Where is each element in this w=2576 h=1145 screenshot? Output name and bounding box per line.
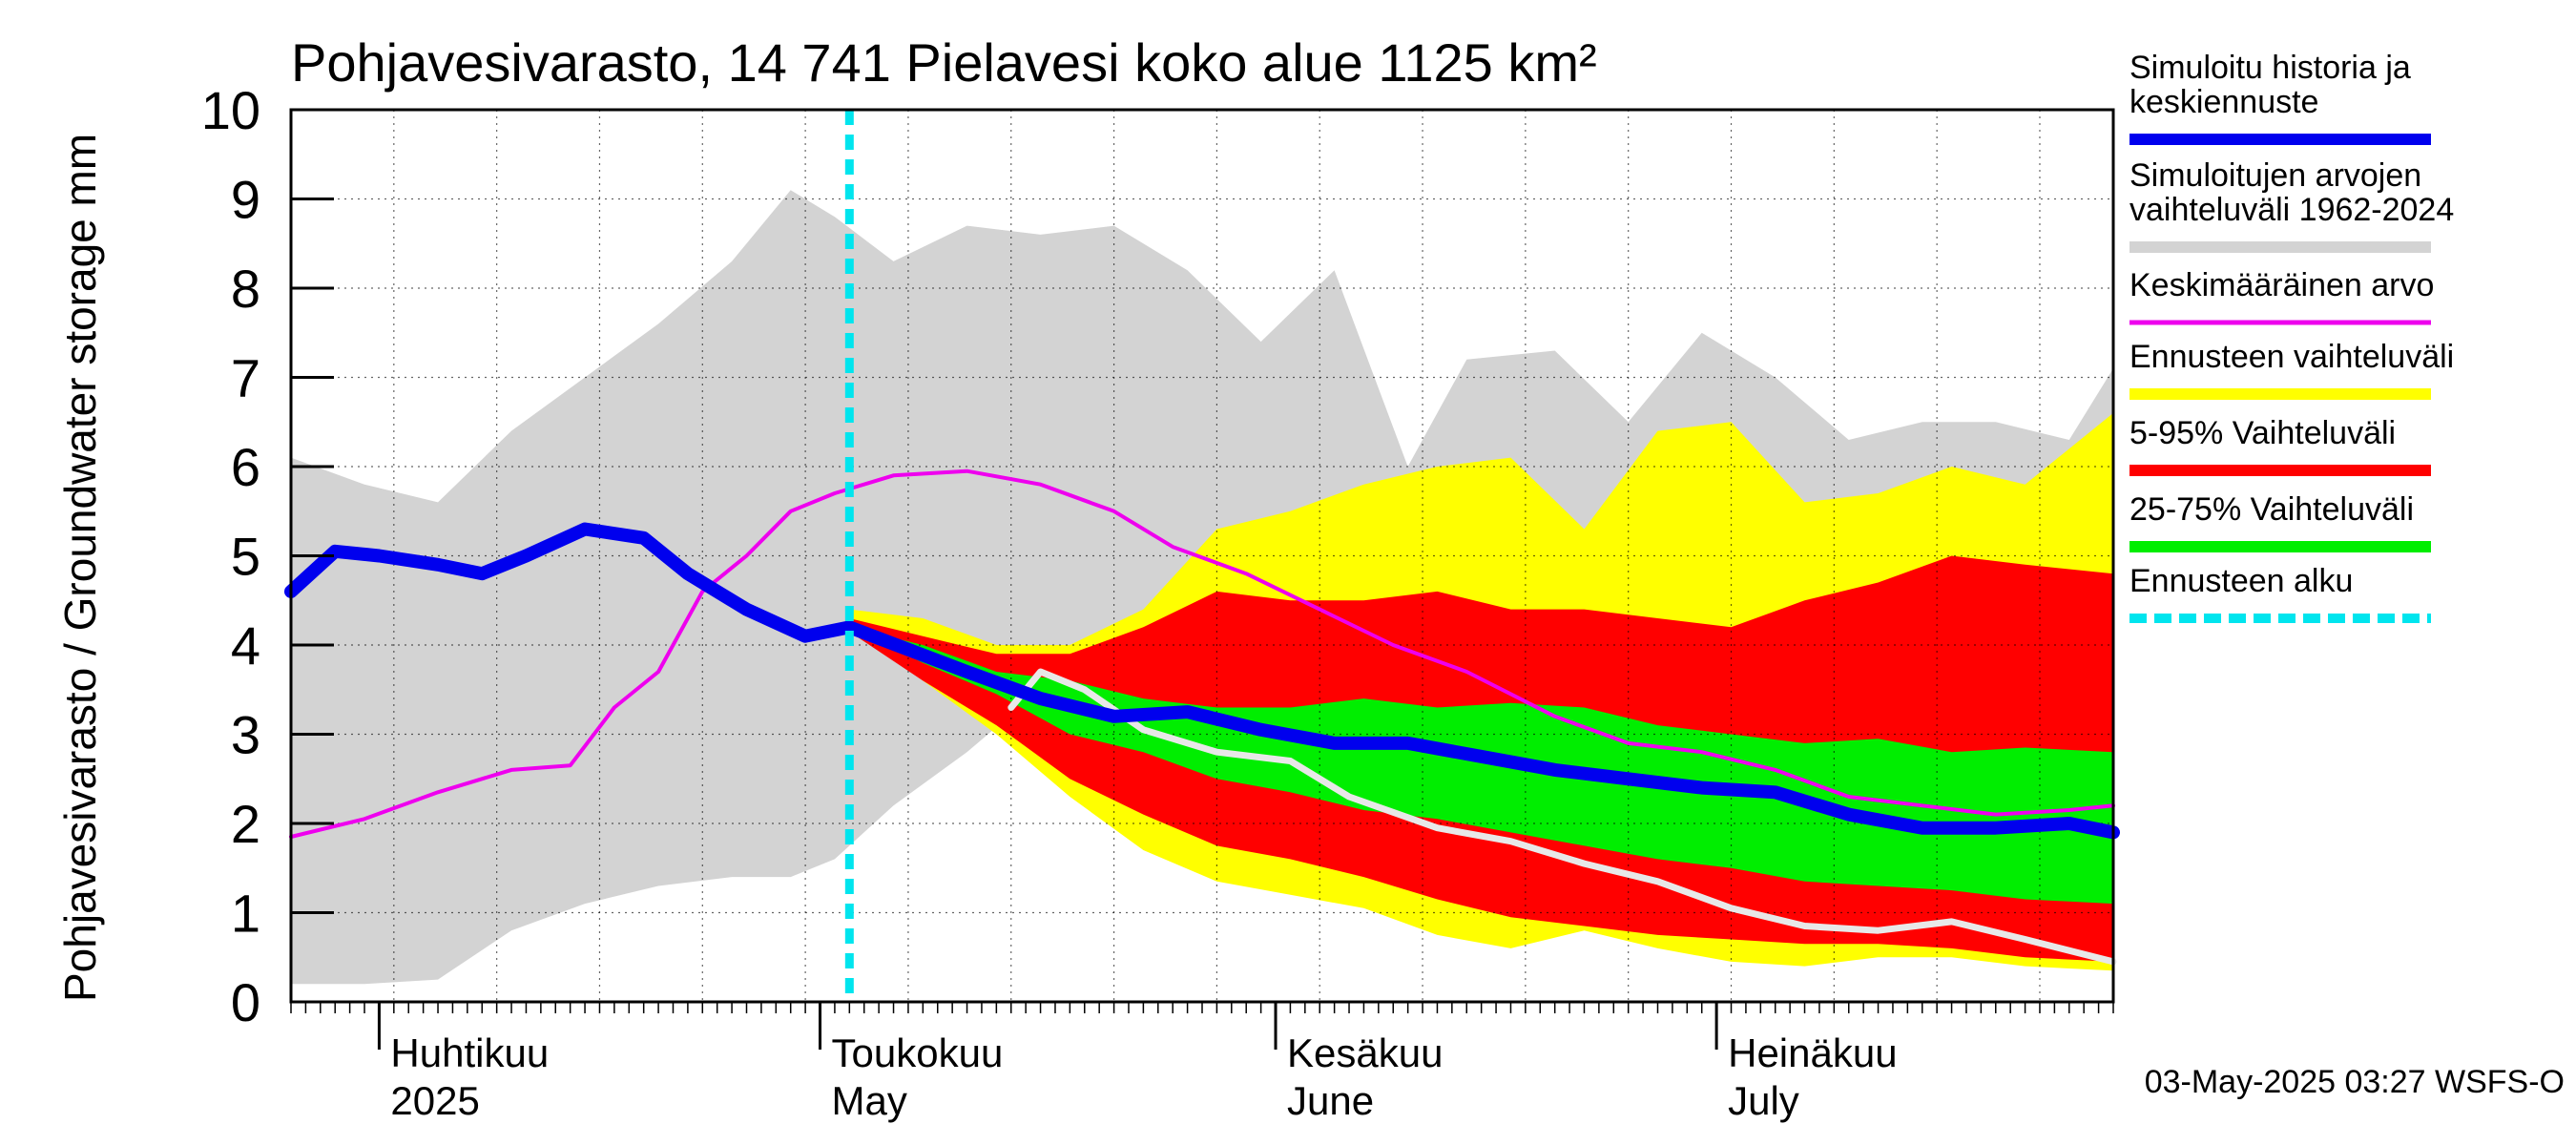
y-tick-label: 3 bbox=[231, 705, 260, 765]
month-label-line1: Heinäkuu bbox=[1728, 1030, 1897, 1075]
legend-label: Ennusteen vaihteluväli bbox=[2129, 339, 2454, 375]
mean-line bbox=[289, 468, 2115, 839]
y-tick-label: 6 bbox=[231, 437, 260, 497]
month-label-line2: July bbox=[1728, 1078, 1799, 1123]
y-tick-label: 4 bbox=[231, 615, 260, 676]
month-label-line1: Huhtikuu bbox=[390, 1030, 549, 1075]
plot-area bbox=[284, 108, 2120, 1004]
legend-label: 5-95% Vaihteluväli bbox=[2129, 415, 2396, 451]
y-tick-label: 1 bbox=[231, 884, 260, 944]
chart-title: Pohjavesivarasto, 14 741 Pielavesi koko … bbox=[291, 32, 1597, 93]
y-axis-label: Pohjavesivarasto / Groundwater storage m… bbox=[55, 134, 105, 1002]
y-tick-label: 8 bbox=[231, 259, 260, 319]
y-tick-label: 10 bbox=[201, 80, 260, 140]
footer-timestamp: 03-May-2025 03:27 WSFS-O bbox=[2145, 1064, 2565, 1100]
legend-label: vaihteluväli 1962-2024 bbox=[2129, 192, 2454, 228]
simulated-line bbox=[284, 522, 2120, 840]
legend-label: 25-75% Vaihteluväli bbox=[2129, 491, 2414, 528]
legend-label: Simuloitu historia ja bbox=[2129, 50, 2411, 86]
y-tick-label: 0 bbox=[231, 972, 260, 1032]
percentile-25-75-band bbox=[849, 627, 2113, 905]
y-ticks: 0 1 2 3 4 5 6 7 8 9 10 bbox=[201, 80, 334, 1032]
legend-label: Simuloitujen arvojen bbox=[2129, 157, 2421, 194]
month-label-line2: May bbox=[832, 1078, 907, 1123]
y-tick-label: 2 bbox=[231, 794, 260, 854]
month-label-line2: June bbox=[1287, 1078, 1374, 1123]
legend-label: keskiennuste bbox=[2129, 84, 2318, 120]
month-label-line2: 2025 bbox=[390, 1078, 479, 1123]
month-label-line1: Toukokuu bbox=[832, 1030, 1004, 1075]
y-tick-label: 9 bbox=[231, 170, 260, 230]
legend-label: Ennusteen alku bbox=[2129, 563, 2353, 599]
month-label-line1: Kesäkuu bbox=[1287, 1030, 1443, 1075]
y-tick-label: 7 bbox=[231, 348, 260, 408]
legend-label: Keskimääräinen arvo bbox=[2129, 267, 2434, 303]
y-tick-label: 5 bbox=[231, 527, 260, 587]
